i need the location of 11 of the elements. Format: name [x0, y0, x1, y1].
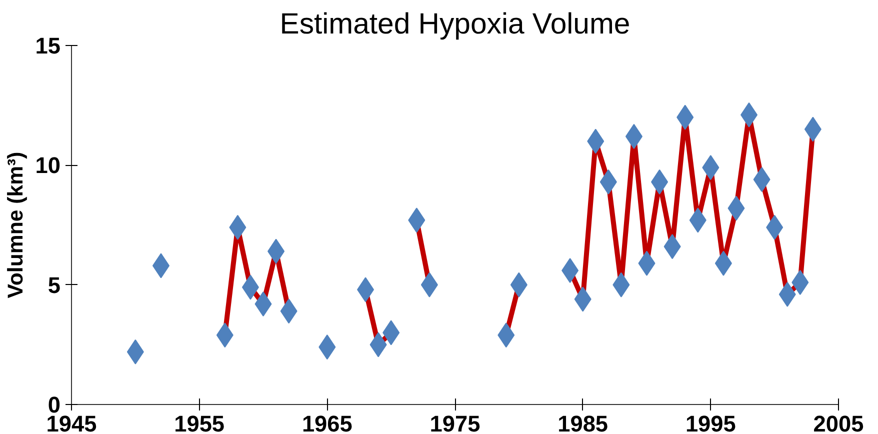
- chart-title: Estimated Hypoxia Volume: [280, 8, 630, 40]
- y-axis-title: Volumne (km³): [3, 152, 28, 298]
- x-tick-label: 2005: [813, 410, 864, 434]
- y-tick-label: 15: [35, 32, 60, 58]
- x-tick-label: 1995: [685, 410, 736, 434]
- x-tick-label: 1985: [558, 410, 608, 434]
- y-tick-label: 10: [35, 152, 60, 178]
- x-tick-label: 1955: [174, 410, 225, 434]
- y-tick-label: 5: [48, 272, 61, 298]
- x-tick-label: 1975: [430, 410, 480, 434]
- x-tick-label: 1965: [302, 410, 352, 434]
